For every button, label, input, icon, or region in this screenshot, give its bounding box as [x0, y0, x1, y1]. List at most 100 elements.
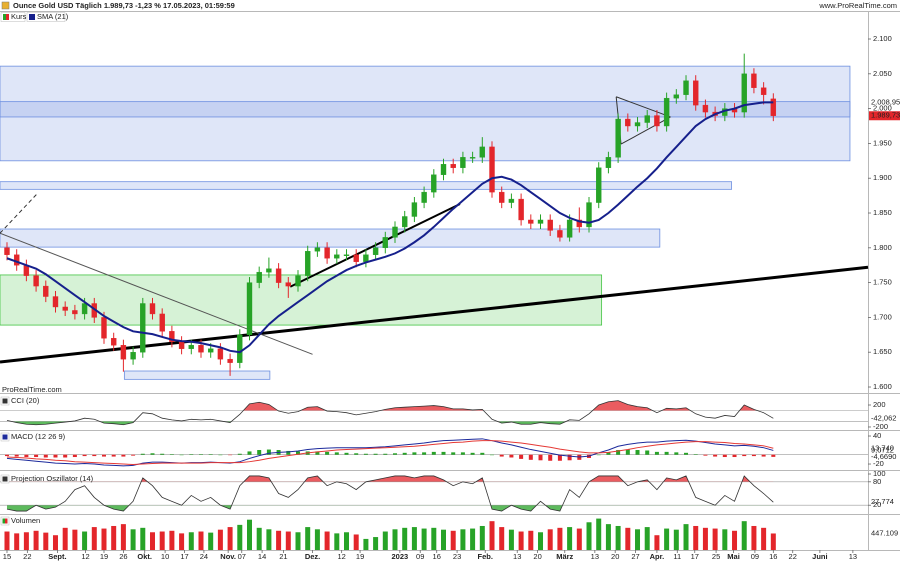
volume-bar [208, 532, 214, 550]
histogram-bar [53, 454, 58, 458]
histogram-bar [189, 454, 194, 455]
histogram-bar [344, 452, 349, 455]
source: www.ProRealTime.com [818, 1, 897, 10]
volume-bar [411, 527, 417, 550]
y-tick-label: 20 [873, 500, 881, 509]
volume-bar [169, 530, 175, 550]
volume-bar [130, 529, 136, 550]
x-tick-label: 19 [100, 552, 108, 561]
volume-bar [761, 527, 767, 550]
histogram-bar [567, 454, 572, 461]
volume-bar [683, 524, 689, 550]
candle-body [518, 198, 524, 221]
legend-swatch [6, 14, 9, 20]
histogram-bar [72, 454, 77, 458]
volume-bar [353, 534, 359, 550]
histogram-bar [24, 454, 29, 458]
y-tick-label: 2.100 [873, 34, 892, 43]
x-tick-label: Apr. [650, 552, 665, 561]
histogram-bar [528, 454, 533, 460]
candle-body [130, 352, 136, 360]
y-tick-label: 40 [873, 431, 881, 440]
histogram-bar [412, 452, 417, 455]
histogram-bar [92, 454, 97, 457]
histogram-bar [596, 454, 601, 456]
histogram-bar [499, 454, 504, 457]
x-tick-label: 09 [751, 552, 759, 561]
histogram-bar [150, 453, 155, 455]
panel-title: MACD (12 26 9) [11, 432, 66, 441]
last-value-label: 13,740 [871, 443, 894, 452]
volume-bar [528, 530, 534, 550]
histogram-bar [606, 452, 611, 455]
volume-bar [120, 524, 126, 550]
x-tick-label: Sept. [48, 552, 66, 561]
last-value-box [869, 111, 900, 121]
x-tick-label: März [556, 552, 573, 561]
histogram-bar [761, 454, 766, 457]
volume-bar [460, 529, 466, 550]
histogram-bar [538, 454, 543, 461]
candle-body [537, 219, 544, 224]
histogram-bar [237, 453, 242, 455]
volume-bar [314, 529, 320, 550]
volume-bar [702, 527, 708, 550]
candle-body [304, 251, 311, 276]
volume-bar [712, 528, 718, 550]
x-tick-label: 10 [161, 552, 169, 561]
volume-bar [586, 522, 592, 550]
histogram-bar [179, 454, 184, 456]
volume-bar [479, 525, 485, 550]
volume-bar [363, 538, 369, 550]
x-tick-label: Juni [812, 552, 827, 561]
panel-title: Volumen [11, 516, 40, 525]
y-tick-label: 1.850 [873, 208, 892, 217]
watermark: ProRealTime.com [2, 385, 62, 394]
volume-bar [431, 527, 437, 550]
volume-bar [382, 531, 388, 550]
candle-body [421, 191, 427, 203]
last-value-label: 2.008,95 [871, 97, 900, 106]
y-tick-label: 1.750 [873, 278, 892, 287]
candle-body [499, 191, 505, 203]
candle-body [770, 98, 777, 116]
volume-bar [324, 531, 330, 550]
candle-body [62, 306, 68, 311]
candle-body [634, 122, 641, 127]
volume-bar [344, 532, 350, 550]
volume-bar [722, 529, 728, 550]
histogram-bar [198, 454, 203, 455]
candle-body [198, 345, 204, 353]
candle-body [702, 104, 709, 113]
histogram-bar [422, 452, 427, 455]
histogram-bar [635, 450, 640, 455]
x-tick-label: 14 [258, 552, 266, 561]
volume-bar [159, 531, 165, 550]
histogram-bar [354, 453, 359, 455]
volume-bar [576, 528, 582, 550]
zone [0, 181, 733, 190]
legend-swatch [29, 14, 35, 20]
x-tick-label: 26 [119, 552, 127, 561]
histogram-bar [751, 454, 756, 457]
last-value-label: 27,774 [871, 497, 894, 506]
candle-body [479, 146, 486, 158]
panel-title-icon [2, 398, 8, 404]
candle-body [237, 334, 243, 363]
volume-bar [62, 527, 68, 550]
volume-bar [179, 533, 185, 550]
histogram-bar [490, 454, 495, 456]
header-icon [1, 1, 10, 10]
x-tick-label: 16 [769, 552, 777, 561]
candle-body [596, 167, 602, 203]
volume-bar [227, 527, 233, 550]
y-tick-label: 1.650 [873, 347, 892, 356]
last-value-label: 1.989,73 [871, 111, 900, 120]
histogram-bar [625, 449, 630, 455]
x-tick-label: 13 [513, 552, 521, 561]
candle-body [693, 80, 699, 106]
x-tick-label: 20 [533, 552, 541, 561]
histogram-bar [703, 454, 708, 456]
x-tick-label: 22 [789, 552, 797, 561]
indicator-line [6, 475, 774, 512]
